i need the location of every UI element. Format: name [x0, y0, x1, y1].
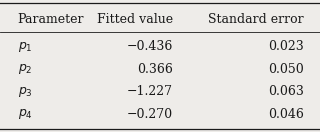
Text: $p_{1}$: $p_{1}$ [18, 40, 32, 54]
Text: $p_{2}$: $p_{2}$ [18, 62, 32, 76]
Text: −1.227: −1.227 [127, 85, 173, 98]
Text: $p_{4}$: $p_{4}$ [18, 107, 33, 121]
Text: 0.063: 0.063 [268, 85, 304, 98]
Text: 0.046: 0.046 [268, 108, 304, 121]
Text: 0.366: 0.366 [137, 63, 173, 76]
Text: 0.023: 0.023 [268, 40, 304, 53]
Text: Standard error: Standard error [208, 13, 304, 26]
Text: Fitted value: Fitted value [97, 13, 173, 26]
Text: −0.436: −0.436 [126, 40, 173, 53]
Text: −0.270: −0.270 [127, 108, 173, 121]
Text: $p_{3}$: $p_{3}$ [18, 85, 32, 99]
Text: 0.050: 0.050 [268, 63, 304, 76]
Text: Parameter: Parameter [18, 13, 84, 26]
